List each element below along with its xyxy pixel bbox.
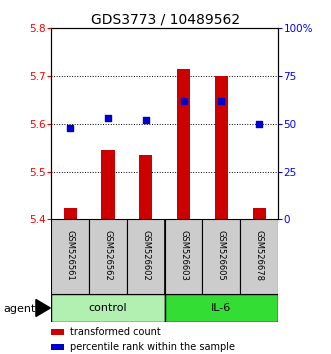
Text: GSM526562: GSM526562: [104, 230, 113, 280]
Point: [105, 115, 111, 121]
Text: percentile rank within the sample: percentile rank within the sample: [70, 342, 235, 352]
Bar: [51, 329, 64, 335]
Text: GSM526602: GSM526602: [141, 230, 150, 280]
Text: GSM526678: GSM526678: [255, 230, 264, 281]
Bar: [177, 69, 190, 219]
Point: [181, 98, 186, 104]
Bar: [51, 219, 89, 294]
Bar: [51, 344, 64, 350]
Point: [219, 98, 224, 104]
Point: [143, 117, 148, 123]
Point: [257, 121, 262, 127]
Bar: [165, 219, 203, 294]
Text: transformed count: transformed count: [70, 327, 160, 337]
Text: agent: agent: [3, 304, 36, 314]
Bar: [165, 294, 278, 322]
Polygon shape: [36, 299, 50, 316]
Text: GDS3773 / 10489562: GDS3773 / 10489562: [91, 12, 240, 27]
Bar: [127, 219, 165, 294]
Text: GSM526605: GSM526605: [217, 230, 226, 280]
Bar: [101, 150, 115, 219]
Bar: [215, 76, 228, 219]
Point: [68, 125, 73, 131]
Bar: [253, 207, 266, 219]
Bar: [64, 207, 77, 219]
Text: IL-6: IL-6: [211, 303, 231, 313]
Text: GSM526561: GSM526561: [66, 230, 75, 280]
Bar: [240, 219, 278, 294]
Bar: [51, 294, 165, 322]
Bar: [203, 219, 240, 294]
Bar: [139, 155, 152, 219]
Text: GSM526603: GSM526603: [179, 230, 188, 281]
Text: control: control: [89, 303, 127, 313]
Bar: [89, 219, 127, 294]
